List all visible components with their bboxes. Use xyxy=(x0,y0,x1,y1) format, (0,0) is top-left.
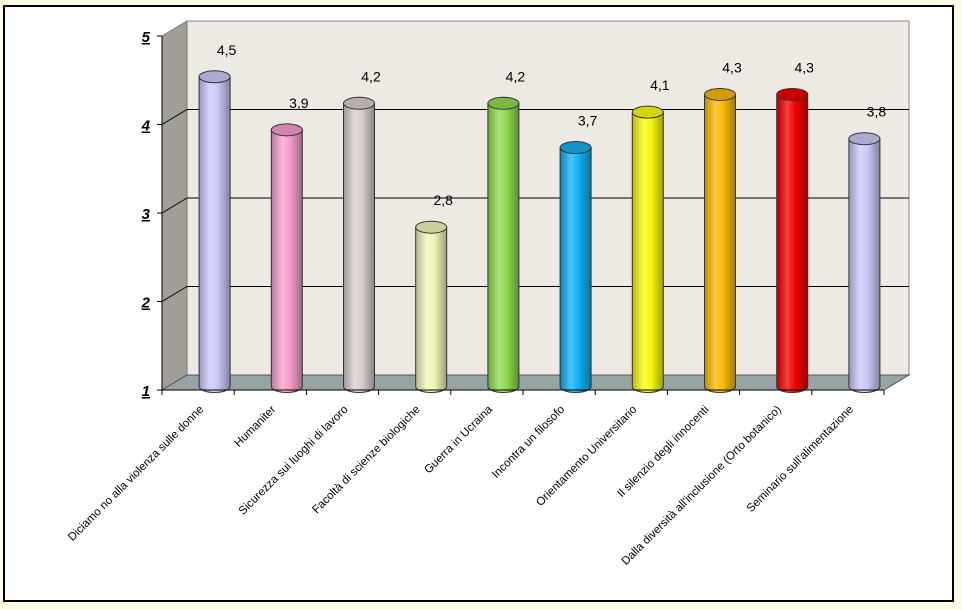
cylinder-top xyxy=(559,141,592,155)
cylinder-body xyxy=(559,147,592,393)
x-axis: Diciamo no alla violenza sulle donne Huma… xyxy=(66,389,885,568)
bars: 4,5 3,9 4,2 2,8 4,2 3,7 4,1 4,3 4,3 3,8 xyxy=(198,42,887,393)
bar-3: 4,2 xyxy=(343,68,381,393)
gridline-side xyxy=(161,197,188,214)
cylinder-body xyxy=(198,76,231,393)
bar-9: 4,3 xyxy=(776,59,814,393)
value-label: 4,5 xyxy=(217,42,237,58)
cylinder-top xyxy=(343,96,375,110)
category-label: Diciamo no alla violenza sulle donne xyxy=(66,404,206,544)
cylinder-body xyxy=(704,93,736,393)
bar-10: 3,8 xyxy=(848,104,887,393)
bar-1: 4,5 xyxy=(198,42,237,393)
value-label: 2,8 xyxy=(433,192,453,208)
cylinder-body xyxy=(415,226,448,393)
cylinder-body xyxy=(343,102,375,393)
category-label: Humaniter xyxy=(232,404,278,450)
bar-4: 2,8 xyxy=(415,192,453,393)
cylinder-top xyxy=(415,220,448,234)
cylinder-top xyxy=(631,105,664,119)
value-label: 4,2 xyxy=(361,68,381,84)
bar-5: 4,2 xyxy=(487,68,526,393)
bar-7: 4,1 xyxy=(631,77,670,393)
y-axis: 1 2 3 4 5 xyxy=(141,29,163,400)
cylinder-body xyxy=(631,111,664,393)
cylinder-top xyxy=(704,87,736,101)
category-label: Dalla diversità all'inclusione (Orto bot… xyxy=(620,404,784,568)
y-tick-label: 3 xyxy=(142,206,151,223)
cylinder-top xyxy=(848,132,881,146)
bar-8: 4,3 xyxy=(704,59,742,393)
cylinder-top xyxy=(487,96,520,110)
cylinder-body xyxy=(270,129,303,393)
bar-6: 3,7 xyxy=(559,113,598,393)
y-tick-label: 5 xyxy=(142,29,151,46)
category-label: Guerra in Ucraina xyxy=(422,403,495,476)
value-label: 3,9 xyxy=(289,95,309,111)
cylinder-top xyxy=(776,87,809,101)
value-label: 4,3 xyxy=(794,59,814,75)
cylinder-top xyxy=(198,70,231,84)
category-label: Incontra un filosofo xyxy=(490,404,567,481)
cylinder-body xyxy=(487,102,520,393)
cylinder-top xyxy=(270,123,303,137)
value-label: 4,1 xyxy=(650,77,670,93)
value-label: 4,3 xyxy=(722,59,742,75)
gridline-side xyxy=(161,286,188,302)
y-tick-label: 1 xyxy=(142,383,150,400)
value-label: 4,2 xyxy=(506,68,526,84)
value-label: 3,8 xyxy=(867,104,887,120)
gridline-side xyxy=(161,109,188,125)
y-tick-label: 2 xyxy=(141,295,151,312)
value-label: 3,7 xyxy=(578,113,598,129)
y-tick-label: 4 xyxy=(141,118,151,135)
cylinder-body xyxy=(848,138,881,393)
bar-2: 3,9 xyxy=(270,95,309,393)
cylinder-body xyxy=(776,93,809,393)
